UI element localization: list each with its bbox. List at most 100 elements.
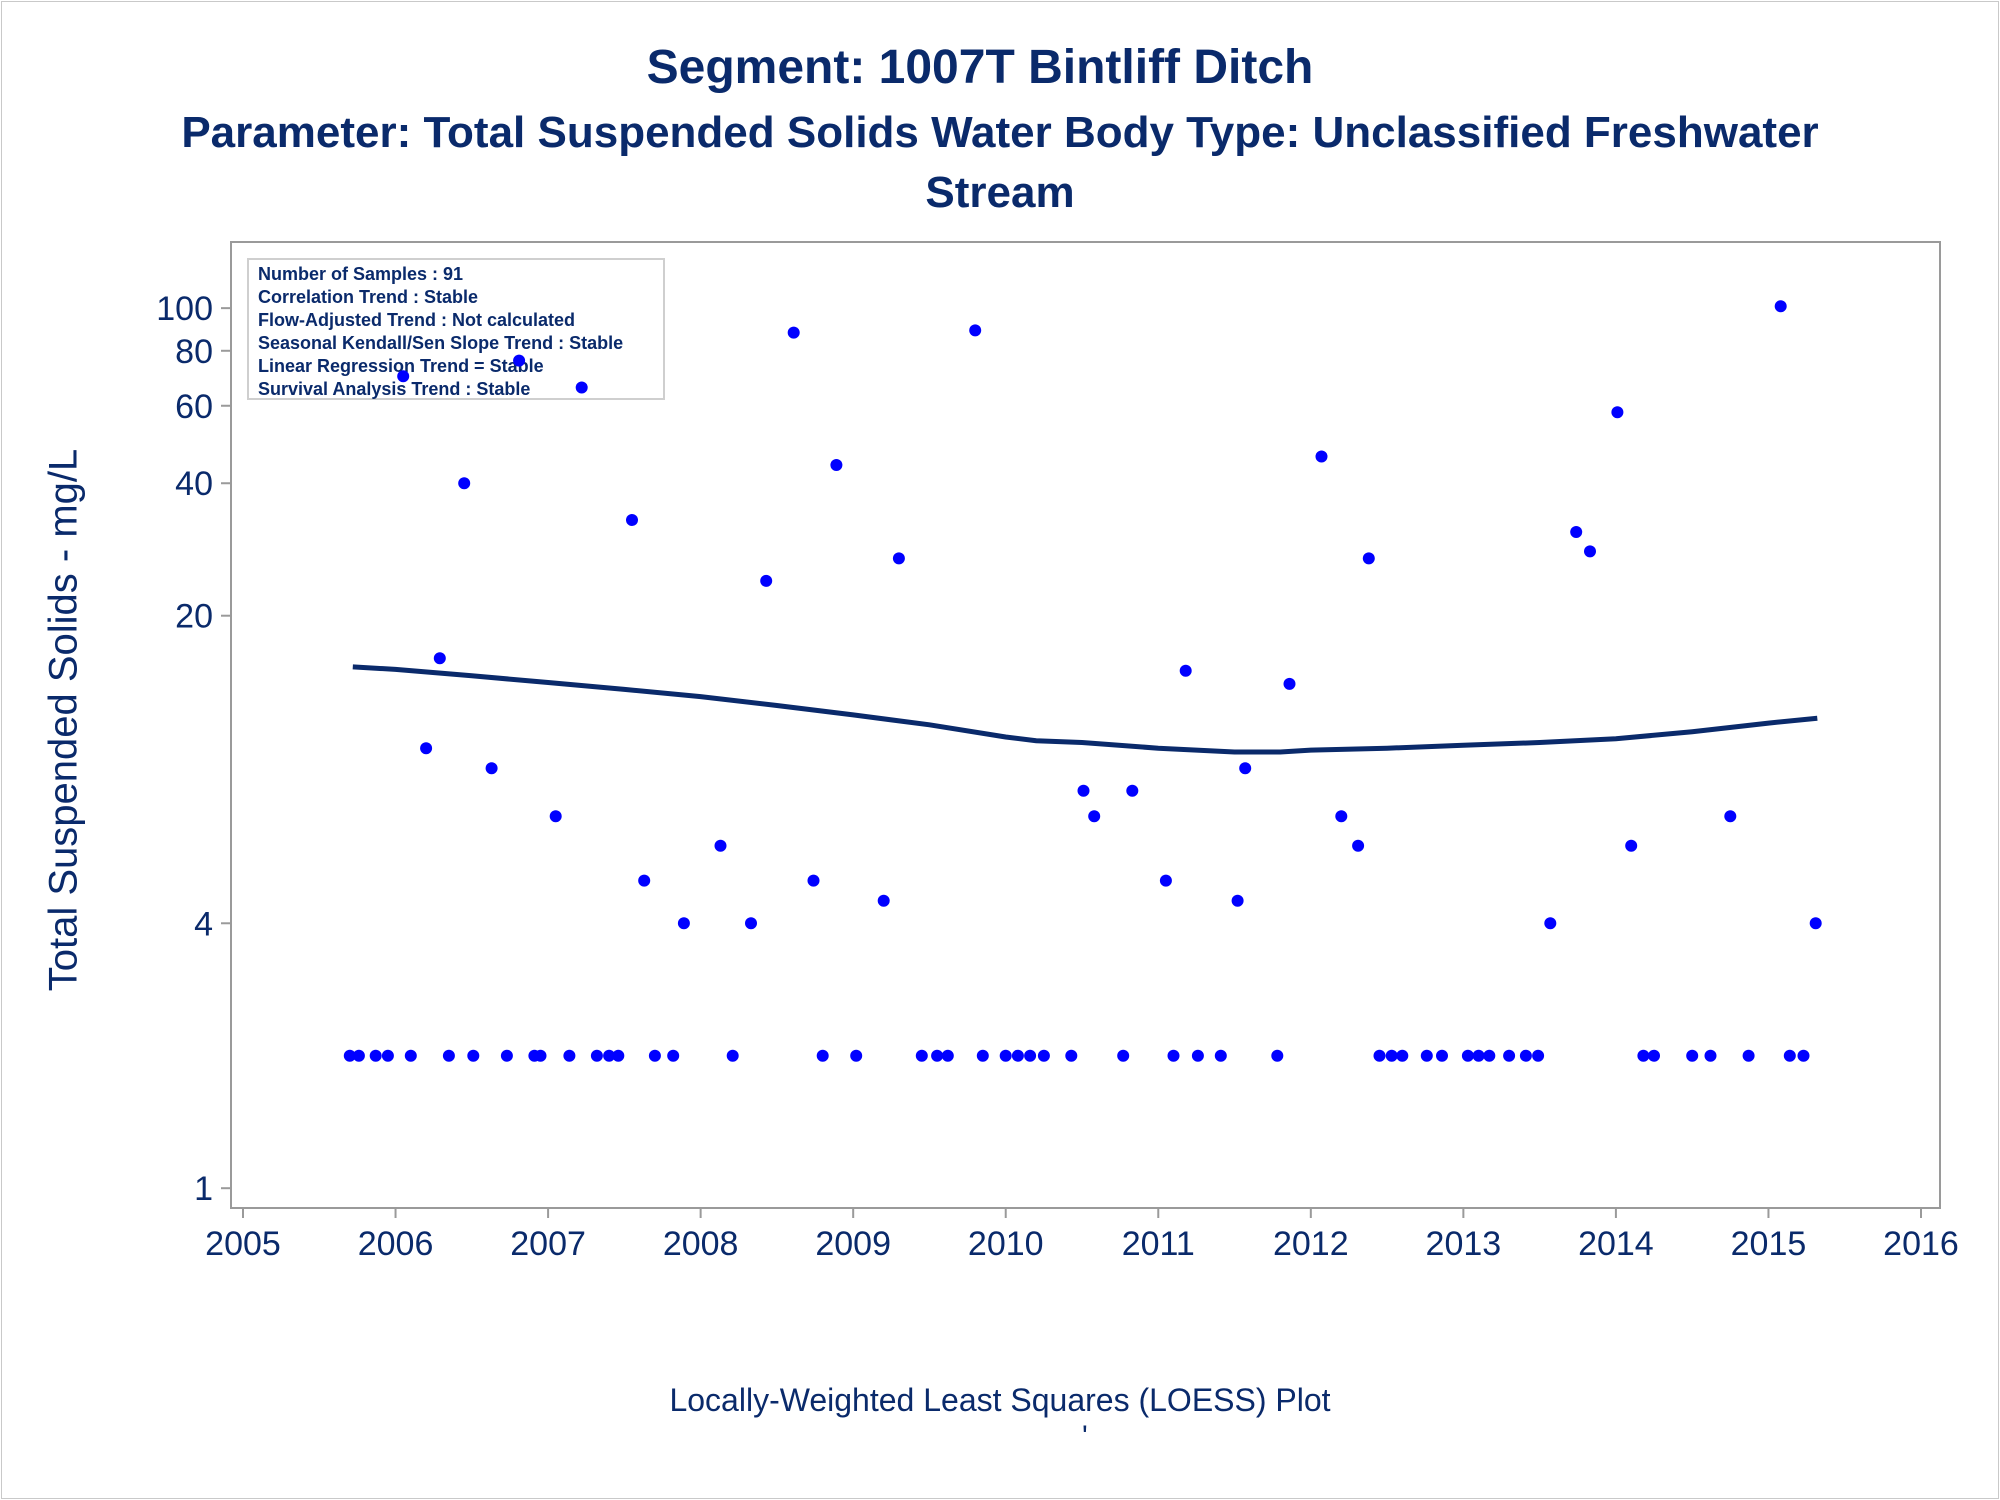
data-point (1239, 762, 1252, 775)
stats-line: Survival Analysis Trend : Stable (258, 379, 530, 399)
stats-line: Linear Regression Trend = Stable (258, 356, 544, 376)
data-point (1088, 810, 1101, 823)
data-point (1544, 917, 1557, 930)
data-point (726, 1049, 739, 1062)
data-point (648, 1049, 661, 1062)
y-tick-label: 60 (175, 388, 213, 426)
data-point (1271, 1049, 1284, 1062)
stats-box: Number of Samples : 91 Correlation Trend … (247, 258, 665, 400)
data-point (892, 552, 905, 565)
y-tick-label: 20 (175, 598, 213, 636)
data-point (1532, 1049, 1545, 1062)
data-point (404, 1049, 417, 1062)
data-point (369, 1049, 382, 1062)
data-point (1362, 552, 1375, 565)
data-point (760, 574, 773, 587)
data-point (1191, 1049, 1204, 1062)
data-point (626, 514, 638, 526)
x-tick-label: 2014 (1578, 1225, 1654, 1263)
data-point (420, 742, 433, 755)
stats-box-border (247, 258, 665, 400)
data-point (1396, 1049, 1409, 1062)
x-tick-label: 2012 (1273, 1225, 1349, 1263)
data-point (1126, 784, 1139, 797)
data-point (485, 762, 498, 775)
data-point (1117, 1049, 1130, 1062)
data-point (442, 1049, 455, 1062)
stats-line: Number of Samples : 91 (258, 264, 463, 284)
data-point (1037, 1049, 1050, 1062)
data-point (1686, 1049, 1699, 1062)
stats-line: Seasonal Kendall/Sen Slope Trend : Stabl… (258, 333, 623, 353)
plot-area (230, 241, 1941, 1209)
data-point (1159, 874, 1172, 887)
x-tick-label: 2011 (1122, 1225, 1195, 1263)
y-tick-label: 1 (194, 1170, 213, 1208)
data-point (467, 1049, 480, 1062)
data-point (931, 1049, 944, 1062)
data-point (1283, 677, 1296, 690)
data-point (1472, 1049, 1485, 1062)
data-point (1385, 1049, 1398, 1062)
data-point (1648, 1049, 1660, 1062)
x-tick-label: 2010 (968, 1225, 1044, 1263)
data-point (1797, 1049, 1810, 1062)
data-point (1352, 839, 1365, 852)
stats-line: Correlation Trend : Stable (258, 287, 478, 307)
data-point (976, 1049, 989, 1062)
data-point (1809, 917, 1822, 930)
data-point (563, 1049, 576, 1062)
chart-subtitle-line2: Stream (925, 168, 1075, 217)
data-point (1214, 1049, 1227, 1062)
data-point (343, 1049, 356, 1062)
data-point (381, 1049, 394, 1062)
data-point (830, 459, 843, 471)
data-point (549, 810, 562, 823)
data-point (1742, 1049, 1755, 1062)
y-axis: 1 4 20 40 60 80 100 (156, 290, 231, 1208)
data-point (638, 874, 651, 887)
y-tick-label: 40 (175, 465, 213, 503)
data-point (877, 894, 890, 907)
data-point (1724, 810, 1737, 823)
data-point (1011, 1049, 1024, 1062)
data-point (1315, 450, 1328, 463)
data-point (590, 1049, 603, 1062)
chart-footnote-mark: ' (1082, 1420, 1088, 1453)
data-point (999, 1049, 1012, 1062)
chart-footnote: Locally-Weighted Least Squares (LOESS) P… (669, 1382, 1331, 1418)
data-point (787, 326, 800, 339)
data-point (667, 1049, 680, 1062)
data-point (677, 917, 690, 930)
x-tick-label: 2009 (815, 1225, 891, 1263)
data-point (745, 917, 757, 930)
data-point (850, 1049, 863, 1062)
data-point (575, 381, 588, 394)
y-tick-label: 80 (175, 333, 213, 371)
data-point (807, 874, 820, 887)
data-point (1483, 1049, 1496, 1062)
data-point (1179, 664, 1192, 677)
data-point (1420, 1049, 1433, 1062)
data-point (1584, 545, 1596, 558)
data-point (612, 1049, 625, 1062)
data-point (1167, 1049, 1180, 1062)
data-point (1704, 1049, 1717, 1062)
data-point (1077, 784, 1090, 797)
data-point (1774, 300, 1787, 313)
data-point (1065, 1049, 1078, 1062)
data-point (1625, 839, 1638, 852)
data-marks (343, 300, 1822, 1062)
data-point (397, 370, 410, 383)
data-point (352, 1049, 365, 1062)
chart-title: Segment: 1007T Bintliff Ditch (646, 41, 1314, 94)
data-point (1024, 1049, 1037, 1062)
data-point (714, 839, 727, 852)
y-tick-label: 100 (156, 290, 213, 328)
chart-subtitle-line1: Parameter: Total Suspended Solids Water … (181, 108, 1819, 157)
x-tick-label: 2016 (1883, 1225, 1959, 1263)
data-point (1519, 1049, 1532, 1062)
x-axis: 2005 2006 2007 2008 2009 2010 2011 2012 2013 2014… (205, 1208, 1959, 1263)
data-point (1783, 1049, 1796, 1062)
